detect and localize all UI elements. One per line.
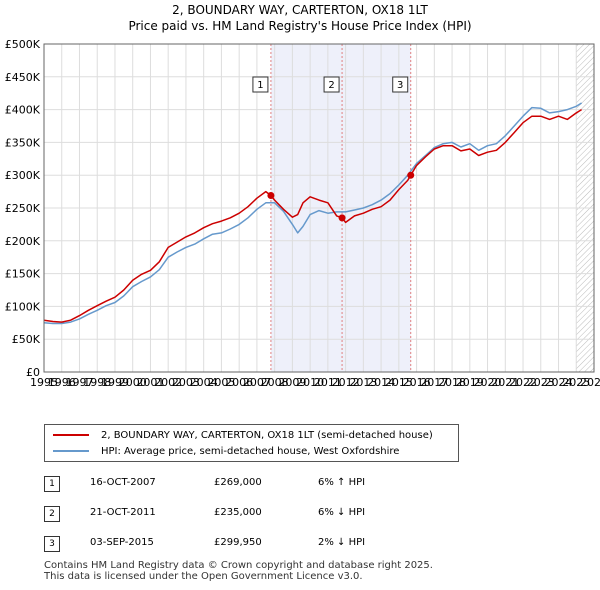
sale-hpi-diff: 6% ↓ HPI <box>318 507 366 518</box>
x-tick-label: 2010 <box>296 376 324 389</box>
sale-point <box>338 214 346 222</box>
x-tick-label: 2013 <box>349 376 377 389</box>
x-tick-label: 1998 <box>83 376 111 389</box>
y-tick-label: £400K <box>5 104 41 117</box>
sale-label-number: 1 <box>257 80 263 91</box>
x-tick-label: 1996 <box>48 376 76 389</box>
y-tick-label: £100K <box>5 300 41 313</box>
x-tick-label: 2017 <box>420 376 448 389</box>
sale-date: 21-OCT-2011 <box>90 507 156 518</box>
y-tick-label: £50K <box>12 333 41 346</box>
sale-number-badge: 1 <box>44 476 60 492</box>
sale-number-badge: 3 <box>44 536 60 552</box>
x-tick-label: 1999 <box>101 376 129 389</box>
legend-item-property: 2, BOUNDARY WAY, CARTERTON, OX18 1LT (se… <box>53 427 433 443</box>
legend-swatch-hpi <box>53 450 89 452</box>
x-tick-label: 2023 <box>527 376 555 389</box>
y-tick-label: £250K <box>5 202 41 215</box>
x-tick-label: 2002 <box>154 376 182 389</box>
y-tick-label: £450K <box>5 71 41 84</box>
legend-label-property: 2, BOUNDARY WAY, CARTERTON, OX18 1LT (se… <box>101 429 433 441</box>
x-tick-label: 2001 <box>136 376 164 389</box>
x-tick-label: 2021 <box>491 376 519 389</box>
x-tick-label: 2011 <box>314 376 342 389</box>
sale-label-box <box>392 76 409 93</box>
sale-label-number: 2 <box>328 80 334 91</box>
x-tick-label: 2009 <box>278 376 306 389</box>
sale-hpi-diff: 2% ↓ HPI <box>318 537 366 548</box>
chart-subtitle: Price paid vs. HM Land Registry's House … <box>128 19 472 33</box>
y-tick-label: £350K <box>5 136 41 149</box>
x-tick-label: 2025 <box>562 376 590 389</box>
series-line-property <box>43 108 582 323</box>
legend-item-hpi: HPI: Average price, semi-detached house,… <box>53 443 399 459</box>
x-tick-label: 1997 <box>65 376 93 389</box>
sale-date: 03-SEP-2015 <box>90 537 154 548</box>
x-tick-label: 2024 <box>545 376 573 389</box>
legend: 2, BOUNDARY WAY, CARTERTON, OX18 1LT (se… <box>44 424 459 462</box>
sale-label-box <box>323 76 340 93</box>
sale-label-box <box>252 76 269 93</box>
x-tick-label: 2014 <box>367 376 395 389</box>
plot-frame <box>43 43 595 373</box>
x-tick-label: 2022 <box>509 376 537 389</box>
x-tick-label: 2004 <box>190 376 218 389</box>
chart-title-address: 2, BOUNDARY WAY, CARTERTON, OX18 1LT <box>172 3 428 17</box>
x-tick-label: 2000 <box>119 376 147 389</box>
y-tick-label: £500K <box>5 38 41 51</box>
x-tick-label: 2016 <box>403 376 431 389</box>
x-tick-label: 2008 <box>261 376 289 389</box>
price-chart: £0 £50K £100K £150K £200K £250K £300K £350K £400… <box>5 38 600 389</box>
footer-copyright: Contains HM Land Registry data © Crown c… <box>44 560 433 571</box>
y-tick-label: £200K <box>5 235 41 248</box>
x-tick-label: 2006 <box>225 376 253 389</box>
x-tick-label: 2019 <box>456 376 484 389</box>
sale-point <box>407 171 415 179</box>
x-tick-label: 2012 <box>332 376 360 389</box>
legend-label-hpi: HPI: Average price, semi-detached house,… <box>101 445 400 457</box>
x-tick-label: 1995 <box>30 376 58 389</box>
sale-price: £269,000 <box>214 477 262 488</box>
sale-date: 16-OCT-2007 <box>90 477 156 488</box>
x-tick-label: 2026 <box>580 376 600 389</box>
x-tick-label: 2018 <box>438 376 466 389</box>
legend-swatch-property <box>53 434 89 436</box>
x-tick-label: 2005 <box>207 376 235 389</box>
sale-price: £299,950 <box>214 537 262 548</box>
sale-label-number: 3 <box>397 80 403 91</box>
sale-hpi-diff: 6% ↑ HPI <box>318 477 366 488</box>
sale-price: £235,000 <box>214 507 262 518</box>
sale-number-badge: 2 <box>44 506 60 522</box>
x-tick-label: 2007 <box>243 376 271 389</box>
footer: Contains HM Land Registry data © Crown c… <box>44 560 433 582</box>
x-tick-label: 2003 <box>172 376 200 389</box>
sale-point <box>267 192 275 200</box>
y-tick-label: £150K <box>5 268 41 281</box>
y-tick-label: £0 <box>26 366 40 379</box>
x-tick-label: 2020 <box>474 376 502 389</box>
series-line-hpi <box>43 102 582 325</box>
footer-licence: This data is licensed under the Open Gov… <box>44 571 363 582</box>
y-tick-label: £300K <box>5 169 41 182</box>
x-tick-label: 2015 <box>385 376 413 389</box>
